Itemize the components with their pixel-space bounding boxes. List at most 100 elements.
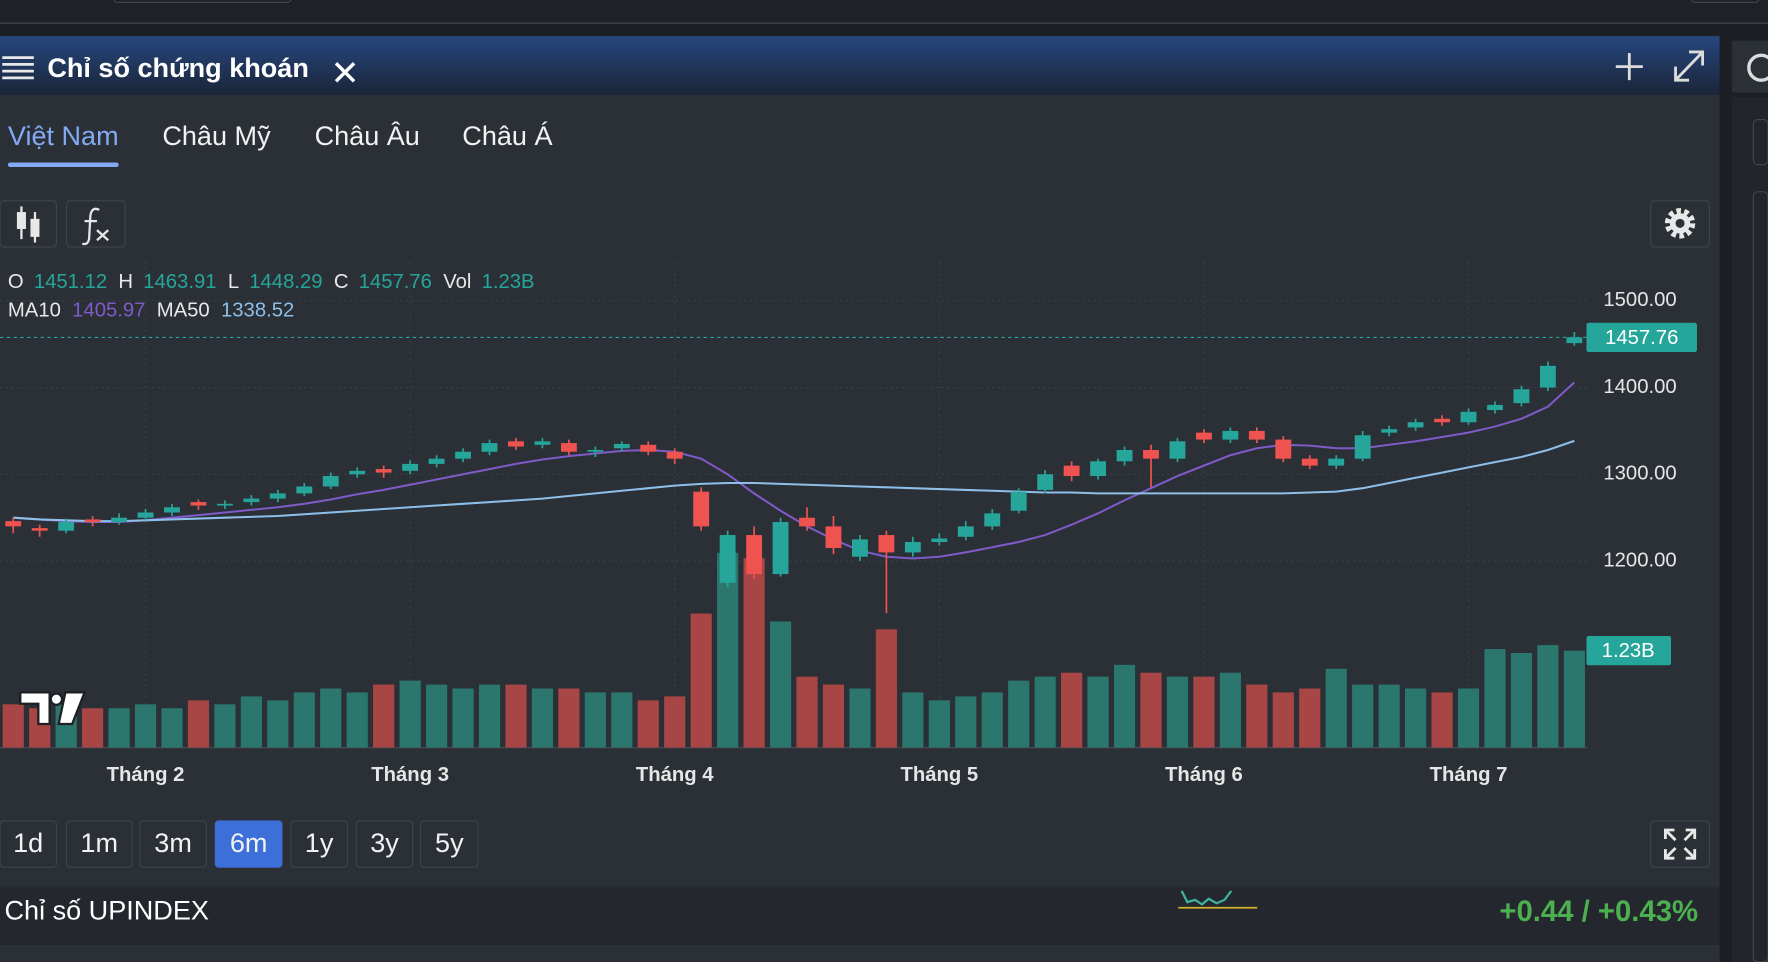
axis-labels: 1200.00 1300.00 1400.00 1500.00 Tháng 2 Tháng…	[107, 289, 1697, 786]
legend-label: L	[228, 271, 239, 293]
volume-bar	[1484, 649, 1506, 748]
volume-bar	[1510, 652, 1533, 748]
candle-body	[746, 535, 763, 575]
volume-bar	[1061, 672, 1083, 748]
volume-bar	[346, 692, 368, 748]
volume-bar	[240, 696, 262, 748]
index-row[interactable]	[0, 887, 1720, 945]
candle-body	[1513, 389, 1530, 404]
candle-body	[1143, 450, 1159, 459]
legend-label: C	[334, 271, 349, 293]
volume-bar	[664, 696, 686, 748]
candle-body	[1222, 430, 1239, 440]
tv-logo	[19, 691, 87, 726]
expand-icon[interactable]	[1674, 50, 1705, 82]
range-button[interactable]	[355, 820, 414, 868]
candle-body	[825, 526, 842, 549]
range-button[interactable]	[290, 820, 348, 868]
candle-body	[1063, 465, 1080, 477]
side-icon[interactable]	[1747, 53, 1768, 82]
volume-bar	[320, 688, 342, 748]
volume-bar	[1140, 672, 1162, 748]
candle-body	[772, 522, 789, 575]
range-button[interactable]	[0, 820, 57, 868]
volume-bar	[293, 692, 315, 748]
candle-body	[957, 526, 974, 537]
candle-body	[269, 493, 286, 499]
top-tab	[1690, 0, 1760, 3]
range-label: 1m	[80, 828, 118, 858]
volume-bar	[82, 708, 104, 748]
last-price-label: 1457.76	[1605, 327, 1678, 349]
volume-bar	[214, 704, 236, 748]
candle-body	[58, 522, 75, 531]
candle-body	[1195, 432, 1212, 440]
close-icon[interactable]	[334, 62, 356, 83]
region-tab[interactable]: Châu Âu	[315, 120, 420, 151]
volume-bar	[796, 676, 818, 748]
range-button[interactable]	[139, 820, 207, 868]
candle-body	[640, 444, 657, 452]
volume-bar	[690, 613, 712, 748]
legend-label: MA10	[8, 300, 61, 322]
legend-value: 1338.52	[221, 300, 294, 322]
add-icon[interactable]	[1615, 53, 1643, 81]
candle-body	[296, 486, 313, 494]
volume-bar	[399, 680, 421, 748]
region-tab[interactable]: Châu Á	[462, 121, 552, 151]
candle-body	[1434, 418, 1451, 423]
volume-bar	[1563, 650, 1585, 748]
candle-body	[534, 441, 551, 445]
top-strip	[0, 0, 1768, 23]
candle-body	[560, 443, 577, 452]
region-tab[interactable]: Việt Nam	[8, 121, 119, 151]
fullscreen-button[interactable]	[1650, 820, 1710, 868]
x-tick-label: Tháng 5	[900, 764, 978, 786]
volume-bar	[743, 558, 765, 748]
volume-bar	[1352, 684, 1374, 748]
volume-bar	[505, 684, 527, 748]
legend-value: 1405.97	[72, 300, 145, 322]
range-button[interactable]	[65, 820, 133, 868]
candle-body	[243, 498, 260, 503]
candle-body	[481, 443, 498, 452]
panel-title: Chỉ số chứng khoán	[47, 53, 309, 83]
sparkline	[1178, 890, 1258, 909]
indicator-button[interactable]	[65, 200, 126, 248]
candle-body	[402, 463, 419, 471]
candle-icon	[16, 206, 40, 243]
menu-icon[interactable]	[2, 56, 34, 80]
range-button[interactable]	[420, 820, 479, 868]
x-tick-label: Tháng 2	[107, 764, 185, 786]
range-buttons: 1d 1m 3m 6m 1y 3y 5y	[0, 820, 479, 868]
candles	[5, 332, 1583, 614]
volume-bar	[1537, 645, 1559, 748]
candle-body	[1381, 429, 1398, 433]
active-tab-underline	[7, 162, 119, 167]
legend-value: 1457.76	[359, 271, 432, 293]
volume-bar	[1405, 688, 1427, 748]
volume-bar	[981, 692, 1003, 748]
volume-bar	[1272, 692, 1294, 748]
legend-label: O	[8, 271, 24, 293]
moving-averages	[13, 381, 1576, 560]
volume-bar	[875, 629, 897, 748]
legend-value: 1463.91	[143, 271, 216, 293]
range-button[interactable]	[214, 820, 283, 868]
gear-icon	[1664, 208, 1696, 239]
candle-body	[693, 491, 710, 527]
fullscreen-icon	[1663, 828, 1697, 860]
y-tick-label: 1200.00	[1603, 549, 1676, 571]
legend-value: 1448.29	[249, 271, 322, 293]
candle-body	[904, 541, 921, 553]
candle-body	[931, 538, 948, 542]
chart-type-button[interactable]	[0, 200, 57, 248]
candle-body	[322, 476, 339, 487]
candle-body	[1169, 441, 1186, 459]
candle-body	[31, 528, 48, 531]
candle-body	[1487, 404, 1503, 411]
side-panel	[1731, 97, 1768, 962]
region-tab[interactable]: Châu Mỹ	[162, 121, 271, 151]
